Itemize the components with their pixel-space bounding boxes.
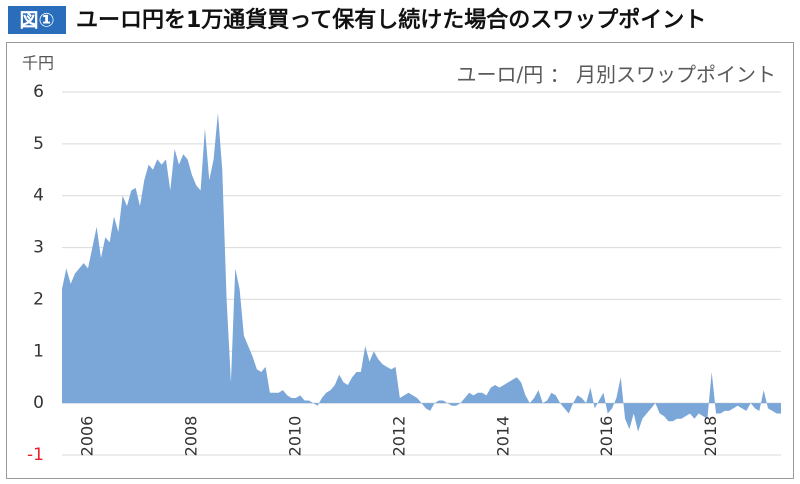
y-tick-label: 2	[33, 289, 44, 309]
y-tick-label: 6	[33, 82, 44, 102]
y-tick-label: 5	[33, 134, 44, 154]
y-tick-label: 3	[33, 238, 44, 258]
y-tick-label: 4	[33, 186, 44, 206]
annotation: ユーロ/円 ： 月別スワップポイント	[457, 63, 776, 87]
chart-frame	[6, 42, 794, 479]
x-tick-label: 2012	[389, 416, 408, 457]
x-tick-label: 2018	[701, 416, 720, 457]
x-tick-label: 2010	[285, 416, 304, 457]
y-tick-label: 0	[33, 393, 44, 413]
area	[62, 112, 781, 432]
figure-label-box	[8, 6, 66, 34]
y-axis-unit: 千円	[22, 54, 54, 73]
x-tick-label: 2006	[77, 416, 96, 457]
x-tick-label: 2008	[181, 416, 200, 457]
y-tick-label: 1	[33, 341, 44, 361]
chart-title: ユーロ円を1万通貨買って保有し続けた場合のスワップポイント	[76, 7, 706, 33]
x-tick-label: 2014	[493, 416, 512, 457]
x-tick-label: 2016	[597, 416, 616, 457]
y-tick-label: -1	[27, 445, 44, 465]
figure-label: 図①	[19, 10, 54, 32]
